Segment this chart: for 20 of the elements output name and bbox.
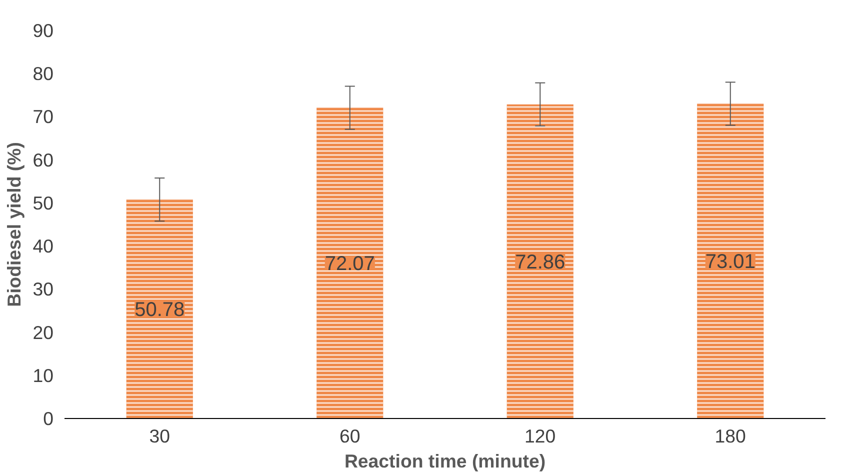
y-tick-label: 50 — [32, 192, 54, 214]
x-tick-label: 120 — [524, 426, 556, 446]
y-tick-label: 70 — [32, 106, 54, 128]
data-label: 72.07 — [324, 253, 375, 276]
y-tick-label: 10 — [32, 364, 54, 386]
x-tick-label: 60 — [340, 426, 360, 446]
data-label: 50.78 — [134, 299, 185, 322]
x-tick-label: 30 — [149, 426, 170, 446]
y-tick-label: 20 — [32, 322, 54, 343]
y-tick-label: 80 — [32, 63, 54, 84]
y-tick-label: 30 — [32, 278, 54, 300]
data-label: 73.01 — [705, 251, 756, 274]
y-tick-label: 0 — [43, 408, 54, 429]
data-label: 72.86 — [515, 251, 566, 274]
x-tick-label: 180 — [714, 426, 746, 446]
y-tick-label: 60 — [32, 149, 54, 170]
x-axis-title: Reaction time (minute) — [344, 450, 546, 472]
y-tick-label: 40 — [32, 236, 54, 257]
y-axis-title: Biodiesel yield (%) — [4, 142, 25, 307]
y-tick-label: 90 — [32, 20, 54, 41]
